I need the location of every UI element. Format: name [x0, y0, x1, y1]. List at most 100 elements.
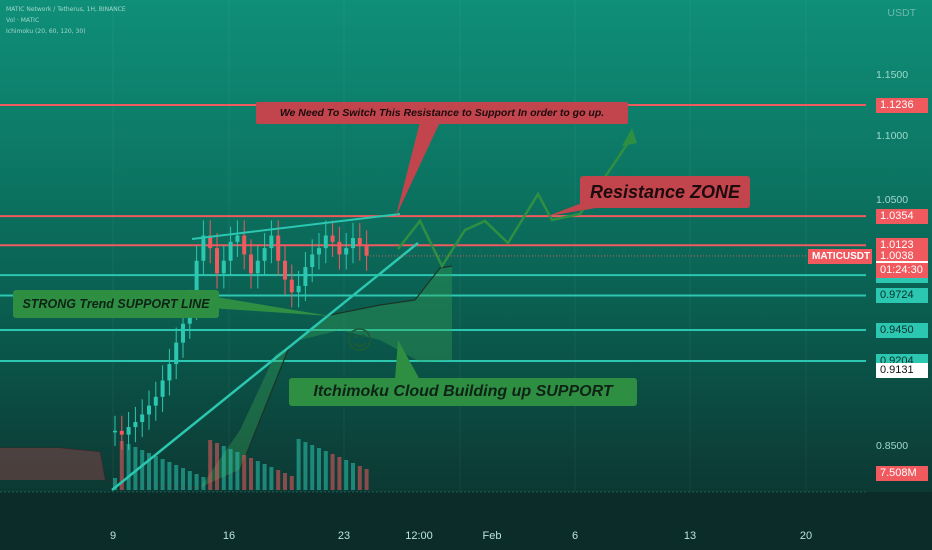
volume-bar-9 [174, 465, 179, 490]
candle-body-32 [330, 235, 335, 242]
volume-bar-17 [228, 449, 233, 490]
candle-body-5 [147, 405, 151, 415]
volume-bar-14 [208, 440, 213, 490]
projection-arrow-icon [622, 128, 637, 146]
candle-body-34 [344, 248, 349, 255]
volume-bar-18 [235, 452, 240, 490]
price-tag-r1: 1.1236 [876, 97, 928, 113]
volume-bar-4 [140, 450, 145, 490]
volume-bar-10 [181, 468, 185, 490]
price-label-4: 0.8500 [876, 440, 909, 452]
volume-bar-23 [269, 467, 274, 490]
switch-resistance-note[interactable]: We Need To Switch This Resistance to Sup… [256, 102, 628, 124]
countdown-tag: 01:24:30 [876, 263, 928, 278]
candle-body-23 [269, 235, 274, 249]
volume-bar-2 [126, 444, 131, 490]
volume-bar-20 [249, 458, 253, 490]
candle-body-16 [221, 260, 226, 274]
symbol-legend: MATIC Network / Tetherus, 1H, BINANCE [6, 6, 126, 13]
volume-bar-27 [296, 439, 301, 490]
price-label-1: 1.1500 [876, 69, 909, 81]
candle-body-20 [249, 254, 253, 274]
time-label-20: 20 [799, 530, 813, 542]
candle-body-33 [337, 241, 342, 255]
price-tag-r2: 1.0354 [876, 208, 928, 224]
price-tag-s6: 0.9131 [876, 362, 928, 378]
volume-bar-11 [187, 471, 192, 490]
time-label-23: 23 [337, 530, 351, 542]
volume-bar-3 [133, 447, 138, 490]
resistance-zone-note[interactable]: Resistance ZONE [580, 176, 750, 208]
volume-bar-32 [330, 454, 335, 490]
volume-bar-13 [201, 477, 206, 490]
candle-body-19 [242, 235, 247, 255]
price-tag-s4: 0.9450 [876, 322, 928, 338]
candle-body-28 [303, 267, 308, 286]
smiley-icon: ☺ [346, 326, 374, 356]
volume-bar-6 [153, 456, 158, 490]
trend-support-note[interactable]: STRONG Trend SUPPORT LINE [13, 290, 219, 318]
volume-bar-29 [310, 445, 315, 490]
candle-body-8 [167, 364, 172, 381]
volume-tag: 7.508M [876, 466, 928, 481]
volume-bar-24 [276, 470, 281, 490]
candle-body-25 [283, 260, 287, 280]
candle-body-30 [317, 248, 321, 255]
switch-note-pointer [396, 122, 440, 216]
time-label-16: 16 [222, 530, 236, 542]
candle-body-37 [364, 245, 369, 256]
candle-body-10 [181, 323, 185, 343]
ichimoku-lagging [0, 447, 241, 489]
volume-bar-35 [351, 463, 355, 490]
time-label-13: 13 [683, 530, 697, 542]
candle-body-27 [296, 285, 301, 293]
candle-body-1 [119, 430, 124, 435]
volume-bar-12 [194, 474, 199, 490]
volume-bar-22 [262, 464, 267, 490]
candle-body-24 [276, 235, 281, 261]
candle-body-21 [255, 260, 260, 274]
candle-body-29 [310, 254, 315, 268]
candle-body-31 [323, 235, 328, 249]
time-axis-band [0, 492, 932, 550]
cloud-note-pointer [395, 340, 420, 380]
candle-body-0 [113, 430, 117, 433]
candle-body-3 [133, 422, 138, 428]
candle-body-7 [160, 380, 165, 397]
candle-body-4 [140, 414, 145, 423]
volume-bar-8 [167, 462, 172, 490]
time-label-6: 6 [571, 530, 579, 542]
time-label-9: 9 [109, 530, 117, 542]
ichimoku-support-note[interactable]: Itchimoku Cloud Building up SUPPORT [289, 378, 637, 406]
symbol-tag[interactable]: MATICUSDT [808, 249, 872, 264]
ichimoku-cloud [200, 266, 452, 488]
candle-body-22 [262, 248, 267, 261]
projection-path [397, 139, 632, 269]
volume-bar-31 [323, 451, 328, 490]
trend-support-line [111, 242, 419, 491]
candle-body-6 [153, 396, 158, 406]
candle-body-12 [194, 260, 199, 305]
volume-bar-33 [337, 457, 342, 490]
volume-bar-36 [357, 466, 362, 490]
ichimoku-cloud-red [0, 448, 105, 480]
volume-bar-28 [303, 442, 308, 490]
volume-bar-16 [221, 446, 226, 490]
price-tag-cur: 1.0038 [876, 249, 928, 264]
time-label-1200: 12:00 [405, 530, 433, 542]
candle-body-2 [126, 427, 131, 435]
candle-body-14 [208, 235, 213, 249]
volume-legend: Vol · MATIC [6, 17, 40, 24]
volume-bar-26 [289, 476, 294, 490]
currency-label: USDT [887, 7, 916, 19]
ichimoku-legend: Ichimoku (20, 60, 120, 30) [6, 28, 86, 35]
time-label-feb: Feb [482, 530, 502, 542]
price-tag-s3: 0.9724 [876, 288, 928, 303]
volume-bar-7 [160, 459, 165, 490]
price-label-3: 1.0500 [876, 194, 909, 206]
candle-body-26 [289, 279, 294, 293]
volume-bar-19 [242, 455, 247, 490]
candle-body-35 [351, 238, 355, 249]
